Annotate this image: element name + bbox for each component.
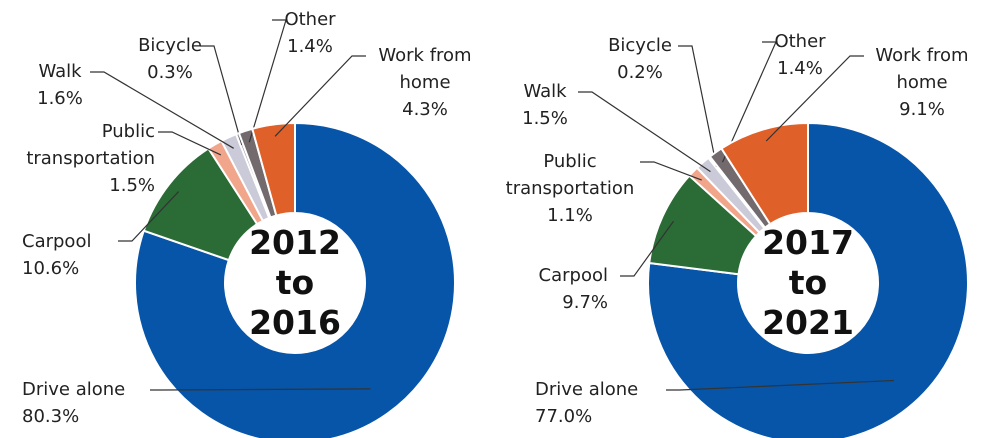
category-label: Other	[284, 9, 336, 30]
slice-label: Walk 1.5%	[500, 78, 590, 132]
category-label: Carpool	[22, 231, 92, 252]
slice-label: Carpool 9.7%	[508, 262, 608, 316]
value-label: 80.3%	[22, 406, 80, 427]
value-label: 1.5%	[109, 175, 155, 196]
category-label: Carpool	[538, 265, 608, 286]
center-label-line: to	[788, 263, 828, 302]
leader-line	[274, 55, 366, 137]
category-label: Other	[774, 31, 826, 52]
category-label: Work from home	[378, 45, 472, 93]
leader-line	[640, 161, 702, 181]
category-label: Bicycle	[608, 35, 672, 56]
slice-label: Work from home 4.3%	[365, 42, 485, 123]
value-label: 0.2%	[617, 62, 663, 83]
slice-label: Public transportation 1.1%	[480, 148, 660, 229]
slice-label: Other 1.4%	[270, 6, 350, 60]
value-label: 77.0%	[535, 406, 593, 427]
center-label-line: 2017	[762, 223, 854, 262]
value-label: 1.4%	[777, 58, 823, 79]
slice-label: Walk 1.6%	[20, 58, 100, 112]
leader-line	[678, 45, 718, 167]
center-label: 2017 to 2021	[738, 223, 878, 343]
slice-label: Drive alone 77.0%	[535, 376, 665, 430]
category-label: Walk	[38, 61, 82, 82]
leader-line	[248, 19, 287, 143]
category-label: Drive alone	[535, 379, 639, 400]
leader-line	[578, 91, 711, 173]
value-label: 9.7%	[562, 292, 608, 313]
center-label-line: 2021	[762, 303, 854, 342]
slice-label: Bicycle 0.2%	[595, 32, 685, 86]
slice	[251, 121, 296, 217]
slice	[134, 121, 456, 438]
category-label: Work from home	[875, 45, 969, 93]
center-label: 2012 to 2016	[225, 223, 365, 343]
value-label: 1.1%	[547, 205, 593, 226]
value-label: 4.3%	[402, 99, 448, 120]
value-label: 1.4%	[287, 36, 333, 57]
category-label: Public transportation	[505, 151, 635, 199]
leader-line	[765, 55, 864, 142]
center-label-line: to	[275, 263, 315, 302]
slice-label: Public transportation 1.5%	[0, 118, 155, 199]
leader-line	[158, 131, 222, 156]
value-label: 1.5%	[522, 108, 568, 129]
category-label: Bicycle	[138, 35, 202, 56]
leader-line	[200, 45, 243, 146]
value-label: 1.6%	[37, 88, 83, 109]
value-label: 9.1%	[899, 99, 945, 120]
leader-line	[90, 71, 234, 149]
value-label: 10.6%	[22, 258, 80, 279]
leader-line	[150, 388, 371, 391]
center-label-line: 2012	[249, 223, 341, 262]
leader-line	[620, 220, 674, 277]
center-label-line: 2016	[249, 303, 341, 342]
slice-label: Work from home 9.1%	[862, 42, 982, 123]
leader-line	[118, 191, 180, 242]
slice-label: Bicycle 0.3%	[130, 32, 210, 86]
leader-line	[721, 41, 777, 163]
category-label: Walk	[523, 81, 567, 102]
slice	[647, 121, 969, 438]
leader-line	[666, 379, 894, 391]
slice-label: Carpool 10.6%	[22, 228, 122, 282]
category-label: Drive alone	[22, 379, 126, 400]
category-label: Public transportation	[26, 121, 155, 169]
value-label: 0.3%	[147, 62, 193, 83]
slice-label: Drive alone 80.3%	[22, 376, 152, 430]
slice	[720, 121, 809, 226]
slice-label: Other 1.4%	[760, 28, 840, 82]
